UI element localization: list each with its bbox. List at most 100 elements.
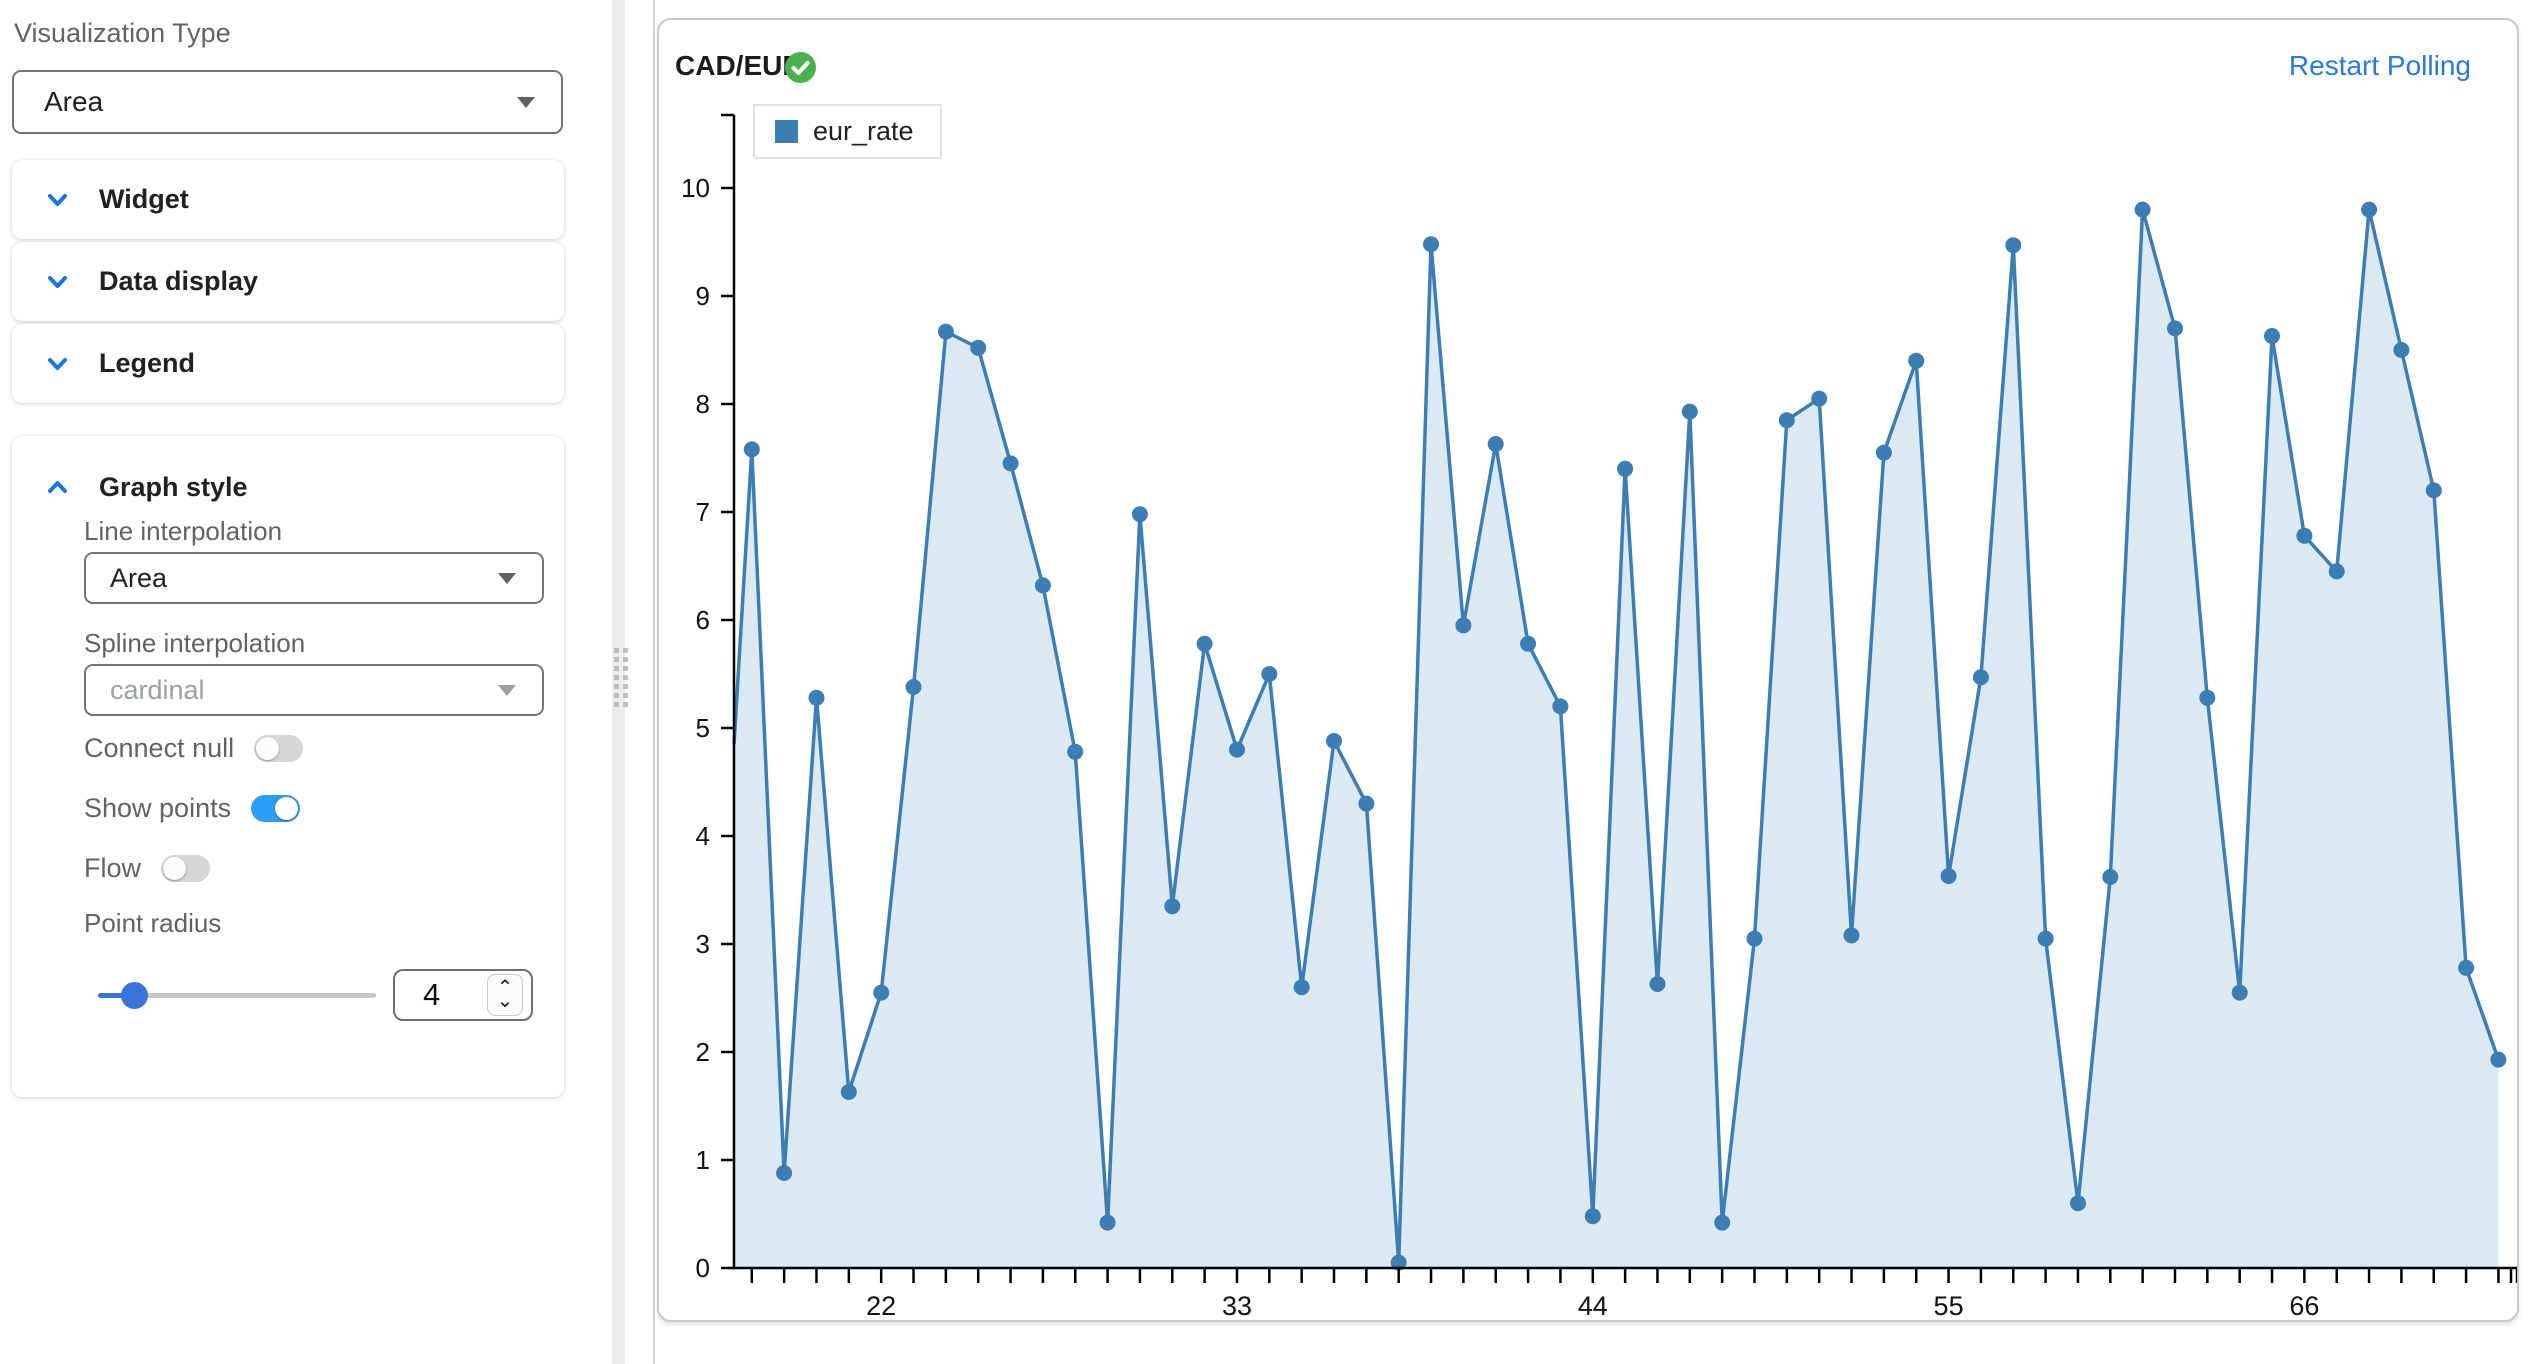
data-point[interactable]	[1229, 741, 1245, 758]
data-point[interactable]	[1811, 390, 1828, 407]
line-interpolation-value: Area	[110, 562, 168, 593]
data-point[interactable]	[1067, 743, 1084, 760]
data-point[interactable]	[1552, 698, 1569, 715]
data-point[interactable]	[1326, 733, 1342, 749]
sidebar-section-legend[interactable]: Legend	[12, 324, 564, 403]
data-point[interactable]	[1681, 403, 1698, 420]
connect-null-toggle[interactable]	[254, 734, 304, 762]
data-point[interactable]	[2005, 237, 2022, 254]
chevron-down-icon	[517, 97, 535, 108]
data-point[interactable]	[1584, 1208, 1601, 1225]
data-point[interactable]	[1261, 666, 1278, 682]
data-point[interactable]	[1099, 1214, 1116, 1231]
point-radius-slider-handle[interactable]	[121, 982, 148, 1009]
connect-null-row: Connect null	[84, 727, 304, 769]
data-point[interactable]	[2296, 527, 2313, 544]
toggle-knob	[256, 736, 280, 760]
data-point[interactable]	[1487, 436, 1504, 452]
line-interpolation-select[interactable]: Area	[84, 552, 544, 604]
data-point[interactable]	[2361, 201, 2378, 218]
data-point[interactable]	[937, 323, 954, 340]
drag-grip-icon[interactable]	[614, 648, 628, 707]
sidebar-section-graph-style[interactable]: Graph style	[12, 448, 564, 527]
data-point[interactable]	[1843, 927, 1860, 944]
data-point[interactable]	[1746, 930, 1763, 947]
y-tick-label: 3	[696, 929, 710, 959]
visualization-type-label: Visualization Type	[14, 18, 231, 48]
restart-polling-link[interactable]: Restart Polling	[2288, 50, 2471, 81]
series-line	[732, 207, 2501, 1265]
y-tick-label: 10	[681, 173, 710, 203]
data-point[interactable]	[2425, 482, 2442, 499]
y-tick-label: 0	[696, 1253, 710, 1283]
data-point[interactable]	[1908, 352, 1925, 369]
spline-interpolation-value: cardinal	[110, 674, 205, 705]
data-point[interactable]	[970, 339, 987, 356]
y-tick-label: 1	[696, 1145, 710, 1175]
y-tick-label: 4	[696, 821, 710, 851]
data-point[interactable]	[1358, 795, 1375, 812]
data-point[interactable]	[1875, 444, 1892, 461]
data-point[interactable]	[1390, 1254, 1407, 1271]
data-point[interactable]	[2199, 689, 2216, 706]
data-point[interactable]	[1617, 460, 1634, 477]
x-tick-label: 55	[1934, 1291, 1964, 1320]
data-point[interactable]	[1423, 236, 1439, 253]
data-point[interactable]	[2458, 959, 2475, 976]
show-points-toggle[interactable]	[251, 794, 301, 822]
visualization-type-select[interactable]: Area	[12, 70, 563, 134]
data-point[interactable]	[1714, 1214, 1731, 1231]
chart-legend[interactable]: eur_rate	[753, 104, 942, 159]
data-point[interactable]	[1520, 635, 1537, 652]
section-card-data-display: Data display	[12, 242, 564, 321]
line-interpolation-label: Line interpolation	[84, 516, 283, 546]
point-radius-input[interactable]: 4 ⌃ ⌄	[393, 969, 533, 1021]
sidebar-section-data-display[interactable]: Data display	[12, 242, 564, 321]
panel-resize-gutter[interactable]	[612, 0, 628, 1364]
stepper-down-icon[interactable]: ⌄	[496, 990, 514, 1012]
data-point[interactable]	[1778, 412, 1795, 429]
area-chart[interactable]: 0 1 2 3 4 5 6 7 8 9 10 22 33 44 55 66	[659, 20, 2517, 1320]
data-point[interactable]	[776, 1165, 793, 1181]
x-tick-label: 22	[866, 1291, 896, 1320]
number-stepper[interactable]: ⌃ ⌄	[487, 974, 523, 1016]
data-point[interactable]	[2490, 1051, 2507, 1068]
data-point[interactable]	[743, 441, 760, 458]
settings-sidebar: Visualization Type Area Widget Data disp…	[0, 0, 600, 1364]
spline-interpolation-select[interactable]: cardinal	[84, 664, 544, 716]
data-point[interactable]	[2328, 563, 2345, 580]
data-point[interactable]	[1131, 506, 1148, 523]
data-point[interactable]	[2070, 1195, 2086, 1212]
data-point[interactable]	[1649, 976, 1666, 992]
show-points-row: Show points	[84, 787, 301, 829]
flow-label: Flow	[84, 852, 142, 883]
data-point[interactable]	[2231, 984, 2248, 1001]
data-point[interactable]	[1940, 868, 1957, 884]
data-point[interactable]	[808, 689, 825, 706]
point-radius-value: 4	[423, 977, 441, 1012]
data-point[interactable]	[1164, 898, 1181, 915]
data-point[interactable]	[2102, 869, 2119, 885]
data-point[interactable]	[2134, 201, 2151, 218]
data-point[interactable]	[1293, 979, 1310, 996]
data-point[interactable]	[2037, 930, 2054, 947]
data-point[interactable]	[905, 679, 922, 695]
section-label: Widget	[99, 184, 189, 214]
data-point[interactable]	[840, 1084, 857, 1100]
data-point[interactable]	[1002, 455, 1019, 472]
chevron-down-icon	[498, 573, 516, 584]
data-point[interactable]	[2393, 342, 2410, 358]
stepper-up-icon[interactable]: ⌃	[496, 977, 514, 999]
flow-toggle[interactable]	[161, 854, 211, 882]
section-card-widget: Widget	[12, 160, 564, 239]
sidebar-section-widget[interactable]: Widget	[12, 160, 564, 239]
data-point[interactable]	[1196, 635, 1213, 652]
data-point[interactable]	[873, 984, 890, 1001]
data-point[interactable]	[2167, 320, 2183, 337]
data-point[interactable]	[2264, 328, 2280, 344]
data-point[interactable]	[1455, 617, 1472, 634]
data-point[interactable]	[1972, 669, 1989, 686]
data-point[interactable]	[1034, 577, 1051, 594]
point-radius-slider-track[interactable]	[98, 993, 376, 998]
visualization-type-value: Area	[44, 86, 104, 117]
